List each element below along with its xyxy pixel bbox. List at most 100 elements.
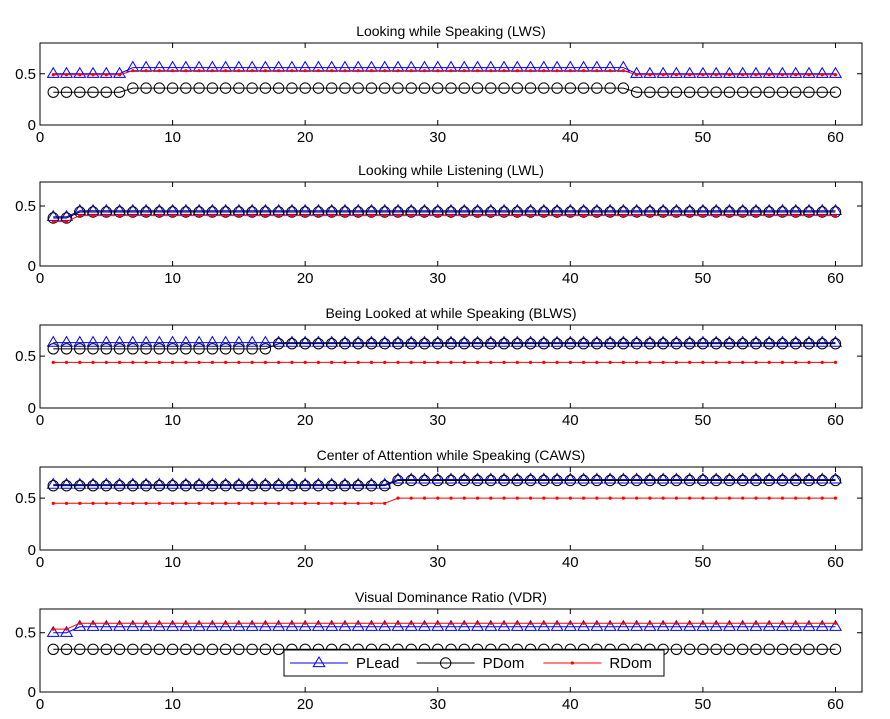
point-plead <box>351 619 365 631</box>
point-plead <box>470 335 485 347</box>
point-plead <box>378 335 392 347</box>
series-rdom <box>51 621 838 631</box>
point-rdom <box>316 360 321 364</box>
point-rdom <box>475 360 480 364</box>
point-rdom <box>648 214 652 218</box>
point-rdom <box>78 73 82 77</box>
point-plead <box>828 619 843 631</box>
x-tick-label: 30 <box>429 554 446 571</box>
point-pdom <box>577 337 590 350</box>
point-rdom <box>316 69 321 73</box>
point-rdom <box>197 360 201 364</box>
point-pdom <box>60 343 73 355</box>
point-rdom <box>51 501 55 505</box>
point-pdom <box>365 82 378 94</box>
point-rdom <box>807 73 811 77</box>
point-rdom <box>780 621 785 625</box>
point-rdom <box>250 69 254 73</box>
point-rdom <box>409 69 413 73</box>
point-pdom <box>246 343 258 355</box>
point-plead <box>683 472 697 484</box>
point-plead <box>378 203 392 215</box>
point-rdom <box>197 214 201 218</box>
point-plead <box>86 335 100 347</box>
point-rdom <box>144 360 148 364</box>
x-tick-label: 10 <box>164 412 181 429</box>
point-plead <box>656 335 670 347</box>
point-rdom <box>224 214 228 218</box>
x-tick-label: 10 <box>164 554 181 571</box>
point-rdom <box>727 360 732 364</box>
point-pdom <box>418 337 431 350</box>
point-rdom <box>290 501 294 505</box>
point-rdom <box>475 214 480 218</box>
point-plead <box>762 335 776 347</box>
point-plead <box>696 472 710 484</box>
point-rdom <box>290 621 294 625</box>
point-rdom <box>635 360 639 364</box>
point-plead <box>590 203 604 215</box>
point-rdom <box>383 501 387 505</box>
point-plead <box>523 335 538 347</box>
point-rdom <box>727 621 732 625</box>
point-plead <box>457 472 471 484</box>
point-pdom <box>140 643 152 656</box>
point-rdom <box>621 621 625 625</box>
x-tick-label: 60 <box>827 554 844 571</box>
point-pdom <box>365 479 378 492</box>
point-plead <box>802 66 816 78</box>
point-rdom <box>502 214 506 218</box>
series-plead <box>46 203 843 221</box>
point-rdom <box>608 360 612 364</box>
point-plead <box>59 625 74 637</box>
point-pdom <box>113 479 126 492</box>
point-rdom <box>807 621 811 625</box>
point-plead <box>470 619 485 631</box>
y-tick-label: 0.5 <box>15 66 36 83</box>
point-rdom <box>422 69 427 73</box>
point-plead <box>99 477 113 489</box>
point-rdom <box>409 214 413 218</box>
point-pdom <box>485 82 497 94</box>
point-pdom <box>100 86 112 98</box>
point-rdom <box>64 627 69 631</box>
point-plead <box>166 477 180 489</box>
x-tick-label: 20 <box>297 129 314 146</box>
point-pdom <box>763 643 775 656</box>
point-pdom <box>259 479 272 492</box>
point-rdom <box>661 73 665 77</box>
point-rdom <box>117 501 122 505</box>
point-rdom <box>316 621 321 625</box>
point-plead <box>391 203 405 215</box>
point-plead <box>683 203 697 215</box>
point-plead <box>722 335 736 347</box>
point-pdom <box>736 337 749 350</box>
point-pdom <box>193 343 205 355</box>
point-rdom <box>343 214 347 218</box>
point-rdom <box>449 621 453 625</box>
point-rdom <box>263 214 267 218</box>
point-plead <box>245 619 259 631</box>
point-pdom <box>74 343 86 355</box>
point-rdom <box>780 496 785 500</box>
point-rdom <box>396 621 400 625</box>
point-rdom <box>449 360 453 364</box>
point-pdom <box>790 643 802 656</box>
point-rdom <box>741 360 745 364</box>
point-rdom <box>741 621 745 625</box>
point-pdom <box>193 82 205 94</box>
point-plead <box>749 203 763 215</box>
point-plead <box>417 619 432 631</box>
point-plead <box>630 335 644 347</box>
point-rdom <box>648 360 652 364</box>
point-rdom <box>78 501 82 505</box>
point-rdom <box>396 496 400 500</box>
point-rdom <box>489 69 493 73</box>
point-pdom <box>577 474 590 487</box>
point-rdom <box>316 214 321 218</box>
y-tick-label: 0 <box>28 258 36 275</box>
point-pdom <box>87 86 99 98</box>
point-rdom <box>170 214 175 218</box>
point-pdom <box>140 479 152 492</box>
point-rdom <box>343 501 347 505</box>
